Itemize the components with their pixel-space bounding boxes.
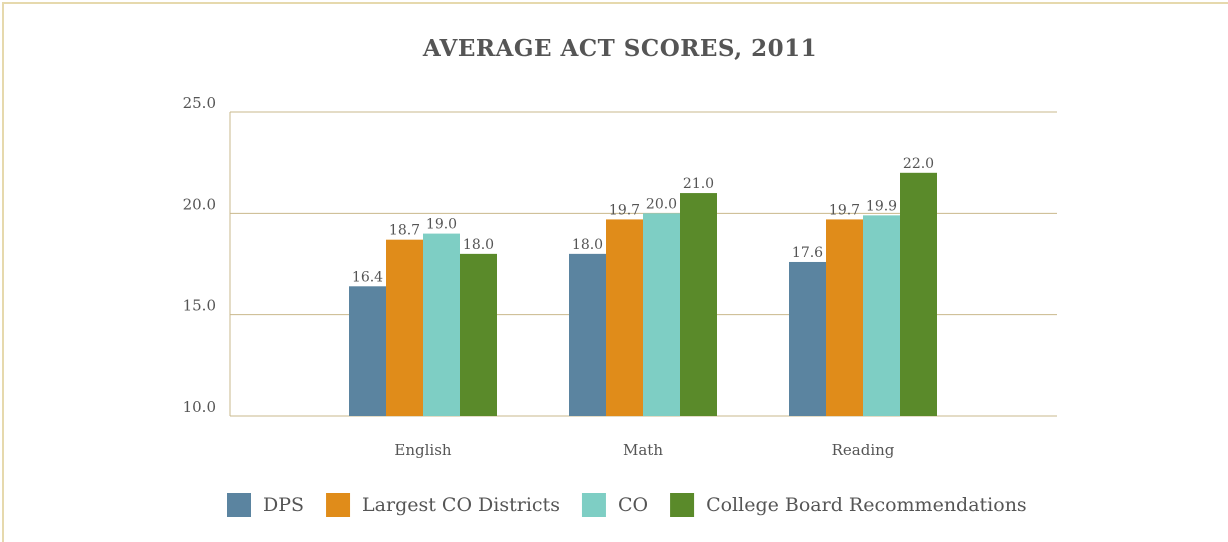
value-label: 18.0 [463,237,494,253]
x-tick-label: Reading [832,441,895,459]
value-label: 18.0 [572,237,603,253]
value-label: 16.4 [352,269,383,285]
value-label: 21.0 [683,176,714,192]
legend-label: Largest CO Districts [362,494,560,516]
y-tick-label: 20.0 [183,195,216,213]
legend-swatch [581,493,606,517]
bar [863,215,900,416]
value-label: 20.0 [646,196,677,212]
y-tick-label: 25.0 [183,94,216,112]
legend-swatch [326,493,351,517]
chart-title: AVERAGE ACT SCORES, 2011 [422,35,817,62]
value-label: 19.9 [866,198,897,214]
x-tick-label: English [394,441,452,459]
x-tick-label: Math [623,441,663,459]
bar [423,233,460,416]
bar [606,219,643,416]
value-label: 17.6 [792,245,823,261]
value-label: 19.7 [829,202,860,218]
legend-swatch [227,493,251,517]
value-label: 18.7 [389,223,420,239]
legend-label: CO [618,494,648,516]
bar [680,193,717,416]
bar [460,253,497,416]
bar [386,239,423,416]
bar [569,253,606,416]
value-label: 19.0 [426,217,457,233]
bar [789,261,826,416]
bar [643,213,680,416]
bar [900,172,937,416]
y-tick-label: 15.0 [183,297,216,315]
y-tick-label: 10.0 [183,398,216,416]
value-label: 22.0 [903,156,934,172]
legend-label: DPS [263,494,304,516]
bar [826,219,863,416]
legend-label: College Board Recommendations [706,494,1027,516]
bar [349,286,386,416]
value-label: 19.7 [609,202,640,218]
legend-swatch [670,493,695,517]
